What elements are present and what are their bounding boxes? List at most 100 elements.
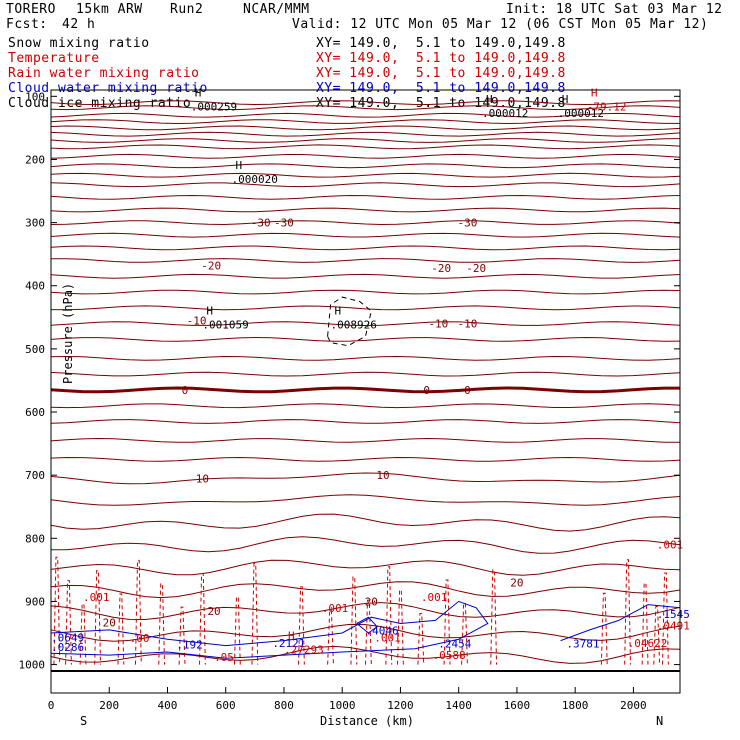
rain-contour — [65, 580, 72, 665]
rain-contour — [443, 579, 451, 665]
isotherm-label: 0 — [423, 384, 430, 397]
model-resolution: 15km ARW — [76, 2, 143, 17]
maximum-h-mark: H — [486, 93, 493, 106]
isotherm-line — [50, 386, 680, 394]
isotherm-line — [50, 403, 681, 409]
x-tick-label: 400 — [158, 699, 178, 712]
isotherm-line — [50, 494, 681, 506]
rain-contour — [134, 559, 142, 665]
isotherm-line — [50, 119, 680, 125]
rain-contour — [641, 582, 649, 665]
x-tick-label: 1800 — [562, 699, 589, 712]
maximum-label: .000012 — [558, 107, 604, 120]
maximum-label: .27293 — [284, 644, 324, 657]
rain-label: .001 — [657, 539, 684, 552]
isotherm-line — [50, 419, 681, 424]
isotherm-label: -10 — [428, 318, 448, 331]
isotherm-line — [50, 581, 681, 599]
rain-contour — [662, 572, 669, 665]
y-tick-label: 700 — [25, 469, 45, 482]
rain-label: .05 — [214, 651, 234, 664]
isotherm-label: 10 — [196, 472, 209, 485]
field-name-cloud-water: Cloud water mixing ratio — [8, 81, 208, 96]
isotherm-line — [50, 321, 681, 327]
cloud-water-label: .0286 — [51, 641, 84, 654]
isotherm-line — [50, 273, 681, 279]
isotherm-label: 10 — [376, 469, 389, 482]
isotherm-line — [50, 112, 681, 118]
cloud-water-contour — [50, 600, 489, 659]
y-tick-label: 200 — [25, 153, 45, 166]
isotherm-line — [50, 207, 681, 213]
x-axis-label: Distance (km) — [320, 714, 414, 728]
isotherm-line — [50, 220, 681, 226]
isotherm-line — [50, 437, 681, 443]
isotherm-label: -10 — [457, 318, 477, 331]
cloud-water-label: .0649 — [51, 631, 84, 644]
field-name-temperature: Temperature — [8, 51, 100, 66]
rain-label: .001 — [83, 591, 110, 604]
rain-contour — [53, 556, 61, 665]
isotherm-line — [50, 153, 681, 159]
isotherm-line — [50, 105, 681, 111]
isotherm-line — [51, 258, 681, 263]
isotherm-line — [50, 100, 681, 106]
isotherm-line — [50, 623, 681, 642]
model-name: TORERO — [6, 2, 56, 17]
maximum-h-mark: H — [288, 630, 295, 643]
x-tick-label: 1600 — [504, 699, 531, 712]
run-name: Run2 — [170, 2, 204, 17]
cloud-water-label: .3781 — [566, 638, 599, 651]
isotherm-line — [50, 194, 681, 200]
rain-contours — [53, 556, 669, 665]
maximum-h-mark: H — [195, 87, 202, 100]
field-name-rain: Rain water mixing ratio — [8, 66, 200, 81]
x-tick-label: 1000 — [329, 699, 356, 712]
rain-contour — [233, 596, 241, 665]
isotherm-label: -30 — [251, 217, 271, 230]
header: TORERO 15km ARW Run2 NCAR/MMM Init: 18 U… — [0, 0, 740, 112]
y-tick-label: 300 — [25, 217, 45, 230]
north-label: N — [656, 714, 663, 728]
x-tick-label: 800 — [274, 699, 294, 712]
x-tick-label: 1400 — [445, 699, 472, 712]
y-tick-label: 500 — [25, 343, 45, 356]
isotherm-line — [50, 602, 681, 621]
rain-contour — [600, 592, 608, 665]
isotherm-line — [50, 336, 681, 342]
isotherm-line — [50, 456, 681, 462]
isotherm-label: 20 — [103, 616, 116, 629]
rain-contour — [653, 605, 661, 665]
y-tick-label: 600 — [25, 406, 45, 419]
isotherm-line — [50, 472, 681, 485]
isotherm-label: -10 — [187, 314, 207, 327]
field-xy-cloud-ice: XY= 149.0, 5.1 to 149.0,149.8 — [316, 96, 566, 111]
rain-contour — [199, 573, 206, 665]
rain-label: .0491 — [657, 619, 690, 632]
cloud-ice-contours — [327, 296, 372, 347]
isotherm-line — [50, 138, 681, 143]
rain-contour — [298, 586, 305, 665]
x-tick-label: 200 — [99, 699, 119, 712]
rain-contour — [461, 602, 468, 665]
organization: NCAR/MMM — [243, 2, 310, 17]
isotherm-line — [51, 536, 681, 554]
y-tick-label: 800 — [25, 532, 45, 545]
isotherm-line — [50, 513, 681, 532]
cloud-water-label: .2454 — [438, 638, 471, 651]
field-xy-cloud-water: XY= 149.0, 5.1 to 149.0,149.8 — [316, 81, 566, 96]
maximum-h-mark: H — [236, 159, 243, 172]
y-tick-label: 1000 — [19, 659, 46, 672]
rain-contour — [327, 609, 334, 665]
rain-contour — [350, 576, 358, 665]
contour-labels: -30 -30 -30-20 -20 -20-10 -10 -100 0 010 10202020… — [51, 87, 690, 664]
rain-label: .0588 — [432, 649, 465, 662]
y-tick-label: 400 — [25, 280, 45, 293]
maximum-label: -79.12 — [587, 101, 627, 114]
y-tick-label: 100 — [25, 90, 45, 103]
rain-contour — [251, 563, 259, 665]
rain-contour — [397, 589, 404, 665]
isotherm-line — [50, 182, 681, 188]
field-name-snow: Snow mixing ratio — [8, 36, 150, 51]
